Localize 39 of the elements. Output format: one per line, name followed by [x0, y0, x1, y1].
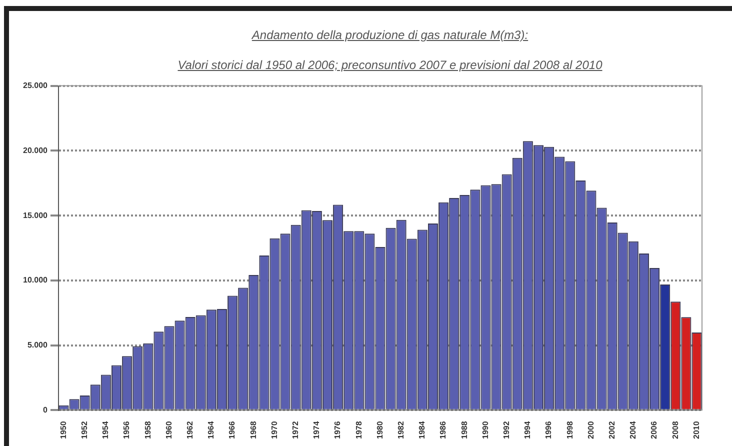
x-tick-label: 1970 — [270, 420, 279, 439]
x-tick-label: 1952 — [80, 420, 90, 439]
y-tick-label: 5.000 — [27, 340, 48, 350]
x-tick-label: 1996 — [544, 420, 554, 439]
x-tick-label: 1972 — [291, 420, 300, 439]
x-tick-label: 1966 — [228, 420, 237, 439]
x-tick-label: 1950 — [58, 420, 68, 439]
x-tick-label: 2010 — [692, 420, 701, 439]
x-tick-label: 1964 — [206, 420, 216, 439]
x-tick-label: 1960 — [164, 420, 174, 439]
x-tick-label: 1974 — [312, 420, 322, 439]
x-tick-label: 1958 — [143, 420, 152, 439]
x-tick-label: 2000 — [586, 420, 596, 439]
y-tick-label: 10.000 — [23, 276, 48, 285]
x-tick-label: 1982 — [396, 420, 406, 439]
y-tick-label: 0 — [43, 405, 48, 414]
x-tick-label: 2008 — [670, 420, 680, 439]
y-tick-label: 20.000 — [23, 146, 48, 155]
x-tick-label: 2004 — [628, 420, 638, 439]
x-tick-label: 1980 — [375, 420, 384, 439]
x-tick-label: 1956 — [122, 420, 132, 439]
x-tick-label: 1994 — [523, 420, 532, 439]
x-tick-label: 1962 — [186, 420, 195, 439]
x-tick-label: 1954 — [101, 420, 110, 439]
x-tick-label: 2002 — [608, 420, 617, 439]
x-tick-label: 1976 — [333, 420, 342, 439]
y-tick-label: 15.000 — [23, 210, 48, 220]
chart-subtitle: Valori storici dal 1950 al 2006; preconsuntivo 2007 e previsioni dal 2008 al 2010 — [176, 58, 604, 72]
x-tick-label: 1984 — [418, 420, 427, 439]
x-tick-label: 1986 — [438, 420, 448, 439]
x-tick-label: 1988 — [460, 420, 469, 439]
chart-title: Andamento della produzione di gas naturale M(m3): — [250, 28, 530, 42]
x-tick-label: 2006 — [650, 420, 659, 439]
x-tick-label: 1968 — [248, 420, 258, 439]
x-tick-label: 1998 — [565, 420, 574, 439]
x-tick-label: 1990 — [480, 420, 490, 439]
x-tick-label: 1992 — [502, 420, 512, 439]
y-tick-label: 25.000 — [23, 81, 48, 90]
x-tick-label: 1978 — [354, 420, 364, 439]
